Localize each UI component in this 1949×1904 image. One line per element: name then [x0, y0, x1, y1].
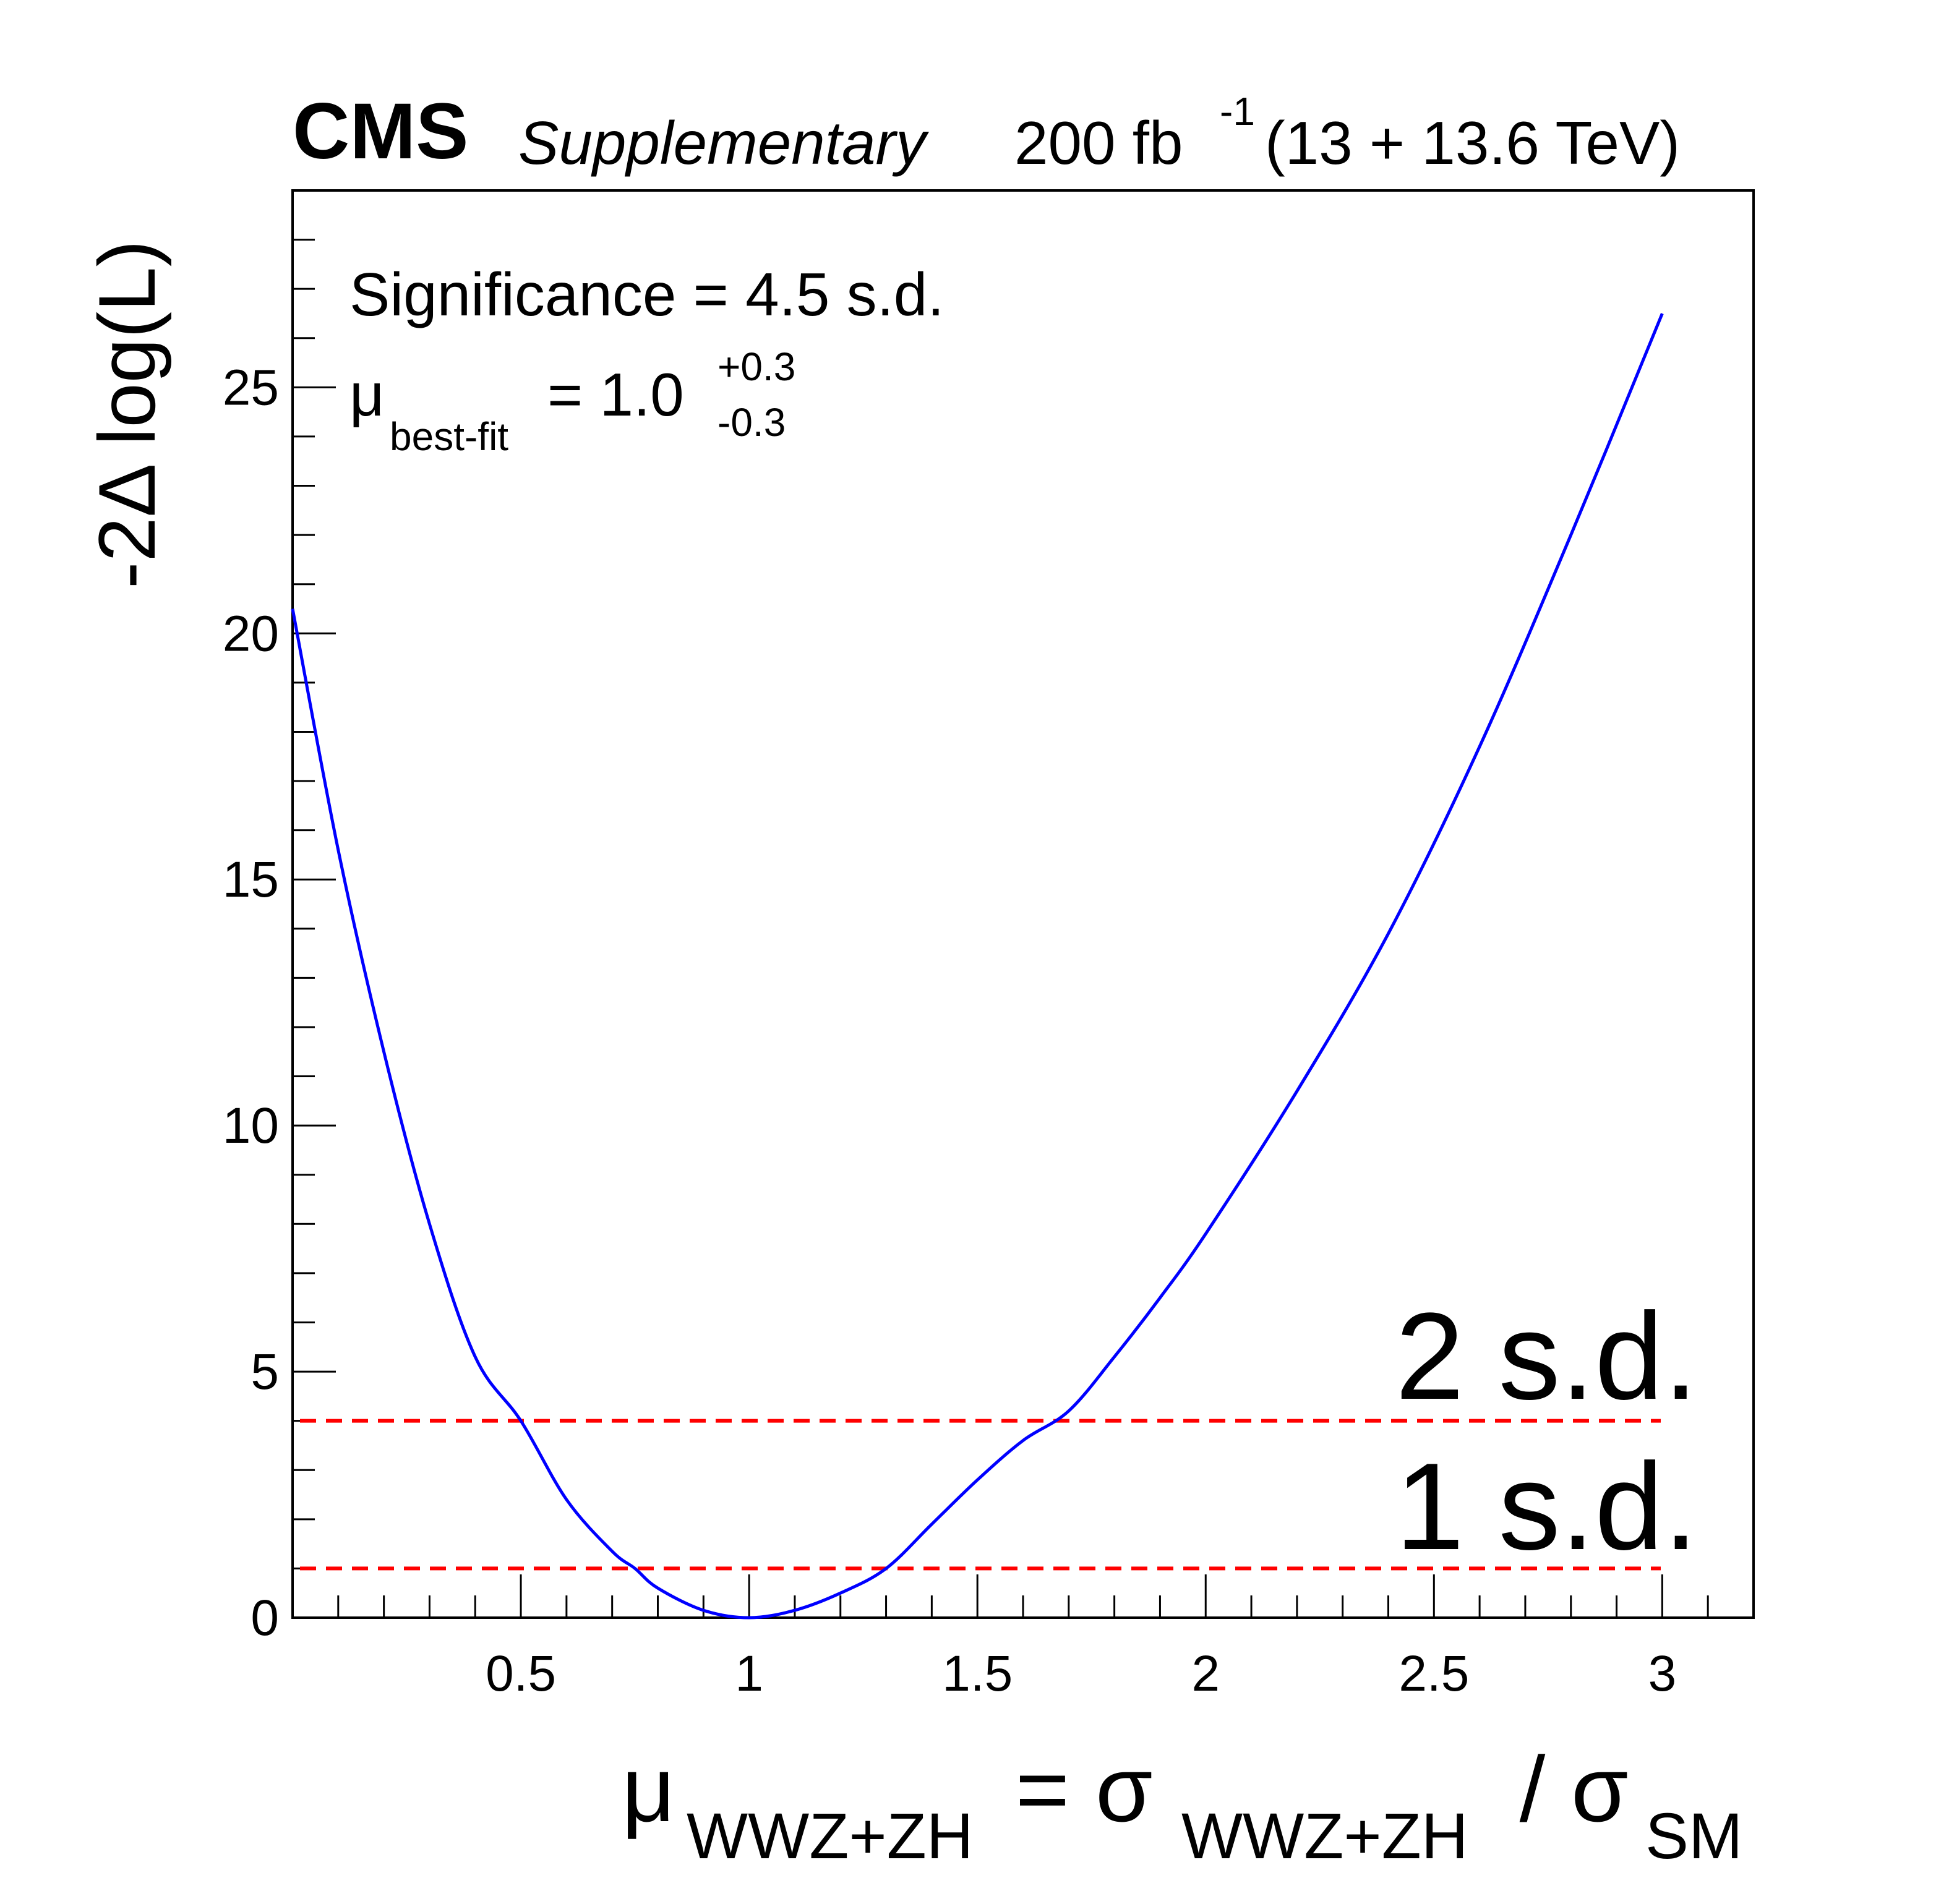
y-tick-label: 0 [251, 1590, 279, 1646]
y-tick-label: 25 [223, 359, 279, 416]
likelihood-curve-1 [291, 313, 1664, 1620]
mu-best-fit-value: = 1.0 [547, 361, 684, 429]
mu-best-fit-down-error: -0.3 [717, 400, 786, 445]
x-tick-label: 1.5 [942, 1646, 1013, 1702]
y-axis-label: -2Δ log(L) [82, 240, 172, 589]
y-tick-label: 5 [251, 1344, 279, 1400]
x-tick-label: 3 [1648, 1646, 1677, 1702]
axis-ticks [293, 239, 1709, 1619]
x-tick-label: 2 [1191, 1646, 1220, 1702]
x-tick-label: 0.5 [486, 1646, 556, 1702]
series-curves [291, 313, 1664, 1620]
mu-best-fit-up-error: +0.3 [717, 344, 795, 389]
supplementary-label: Supplementary [518, 109, 929, 177]
lumi-label: 200 fb [1014, 109, 1183, 177]
y-tick-label: 10 [223, 1098, 279, 1154]
x-tick-label: 2.5 [1399, 1646, 1469, 1702]
x-label-sigma-sm: / σ [1494, 1737, 1629, 1841]
two-sd-label: 2 s.d. [1395, 1287, 1698, 1425]
x-label-sigma-subscript: WWZ+ZH [1181, 1800, 1468, 1872]
x-label-sm-subscript: SM [1645, 1800, 1743, 1872]
cms-label: CMS [293, 87, 468, 176]
x-label-sigma: = σ [990, 1737, 1153, 1841]
threshold-lines [300, 1419, 1661, 1571]
lumi-exponent: -1 [1220, 89, 1255, 134]
y-tick-label: 20 [223, 605, 279, 662]
x-label-mu: μ [622, 1737, 675, 1841]
energy-label: (13 + 13.6 TeV) [1265, 109, 1680, 177]
axis-tick-labels: 0.5 1 1.5 2 2.5 3 0 5 10 15 20 25 [223, 359, 1676, 1702]
mu-best-fit-symbol: μ [349, 361, 384, 429]
significance-annotation: Significance = 4.5 s.d. [349, 260, 945, 328]
x-axis-label: μ WWZ+ZH = σ WWZ+ZH / σ SM [622, 1737, 1743, 1872]
x-tick-label: 1 [735, 1646, 763, 1702]
x-label-mu-subscript: WWZ+ZH [687, 1800, 974, 1872]
one-sd-label: 1 s.d. [1395, 1438, 1698, 1576]
y-tick-label: 15 [223, 852, 279, 908]
mu-best-fit-subscript: best-fit [390, 414, 508, 459]
